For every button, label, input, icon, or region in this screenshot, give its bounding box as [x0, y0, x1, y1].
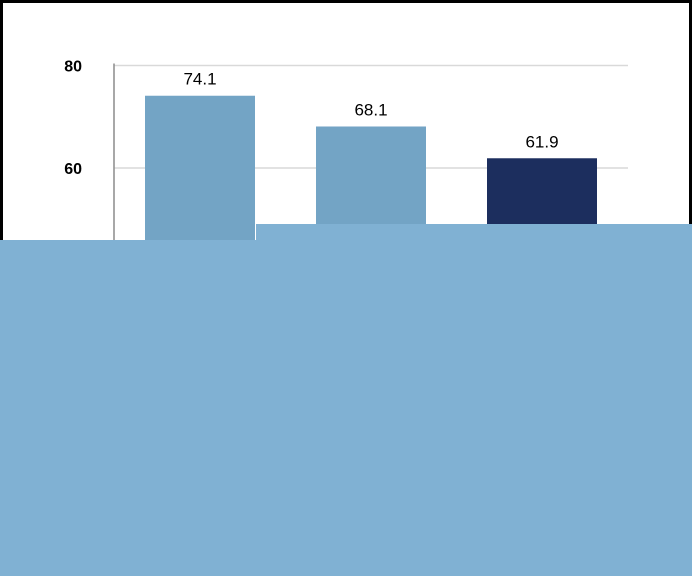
overlay-panel-top [256, 224, 692, 240]
data-label: 61.9 [525, 132, 558, 151]
overlay-panel [0, 240, 692, 576]
data-label: 74.1 [183, 70, 216, 89]
y-tick-label: 80 [64, 59, 82, 76]
data-label: 68.1 [354, 100, 387, 119]
y-tick-label: 60 [64, 161, 82, 178]
